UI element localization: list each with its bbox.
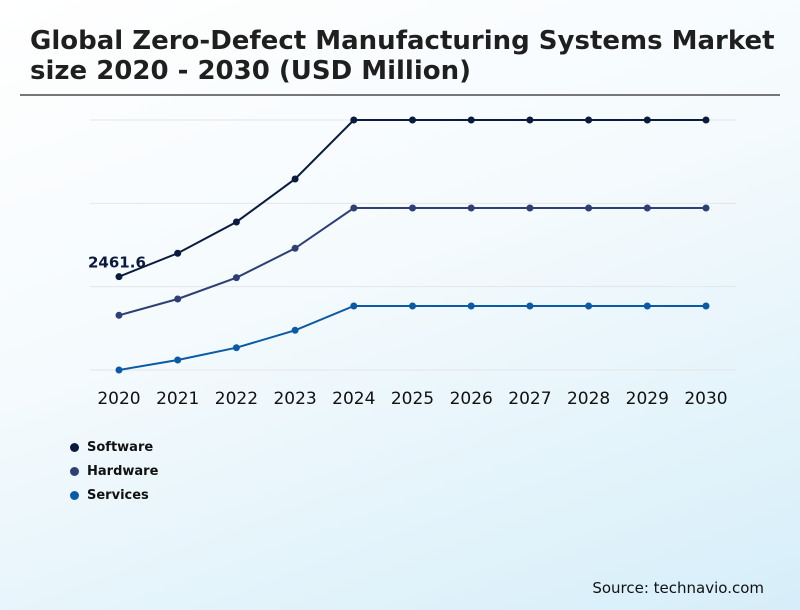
data-point [291,175,299,183]
data-point [350,302,358,310]
x-tick-label: 2024 [332,389,375,409]
data-point [291,244,299,252]
data-point [291,326,299,334]
data-point [409,204,416,212]
chart-title: Global Zero-Defect Manufacturing Systems… [30,26,775,86]
data-point [702,204,710,212]
data-point [409,116,416,124]
data-point [115,311,123,319]
x-tick-label: 2029 [626,389,669,409]
legend-item: Services [70,483,158,507]
legend-label: Software [87,439,154,455]
legend-item: Software [70,435,158,459]
legend-label: Services [87,487,149,503]
series-line-services [118,305,706,371]
data-point [643,302,651,310]
data-point [702,116,710,124]
data-point [232,344,240,352]
data-point [467,302,475,310]
data-point [526,116,534,124]
data-point [467,204,475,212]
x-tick-label: 2022 [215,389,258,409]
data-point [585,116,593,124]
x-tick-label: 2023 [273,389,316,409]
legend-label: Hardware [87,463,159,479]
x-tick-label: 2030 [684,389,727,409]
data-point [174,295,182,303]
title-divider [20,94,780,96]
source-text: Source: technavio.com [592,579,764,597]
data-point [350,204,358,212]
data-point [232,274,240,282]
data-point [115,366,123,374]
data-point [643,116,651,124]
data-point [174,356,182,364]
data-point [232,218,240,226]
x-tick-label: 2021 [156,389,199,409]
data-point [702,302,710,310]
data-point [174,249,182,257]
series-line-hardware [118,206,706,317]
data-point [467,116,475,124]
series-line-software [118,119,706,278]
data-point [526,302,534,310]
x-tick-label: 2027 [508,389,551,409]
legend-marker [70,490,79,500]
data-point [585,302,593,310]
data-point [409,302,416,310]
x-tick-label: 2026 [450,389,493,409]
x-tick-label: 2025 [391,389,434,409]
legend-item: Hardware [70,459,158,483]
legend: Software Hardware Services [70,435,158,507]
data-point [585,204,593,212]
legend-marker [70,442,79,452]
data-point [115,273,123,281]
legend-marker [70,466,79,476]
data-point [350,116,358,124]
x-tick-label: 2028 [567,389,610,409]
data-point [526,204,534,212]
data-point [643,204,651,212]
data-label: 2461.6 [88,254,146,272]
x-tick-label: 2020 [97,389,140,409]
